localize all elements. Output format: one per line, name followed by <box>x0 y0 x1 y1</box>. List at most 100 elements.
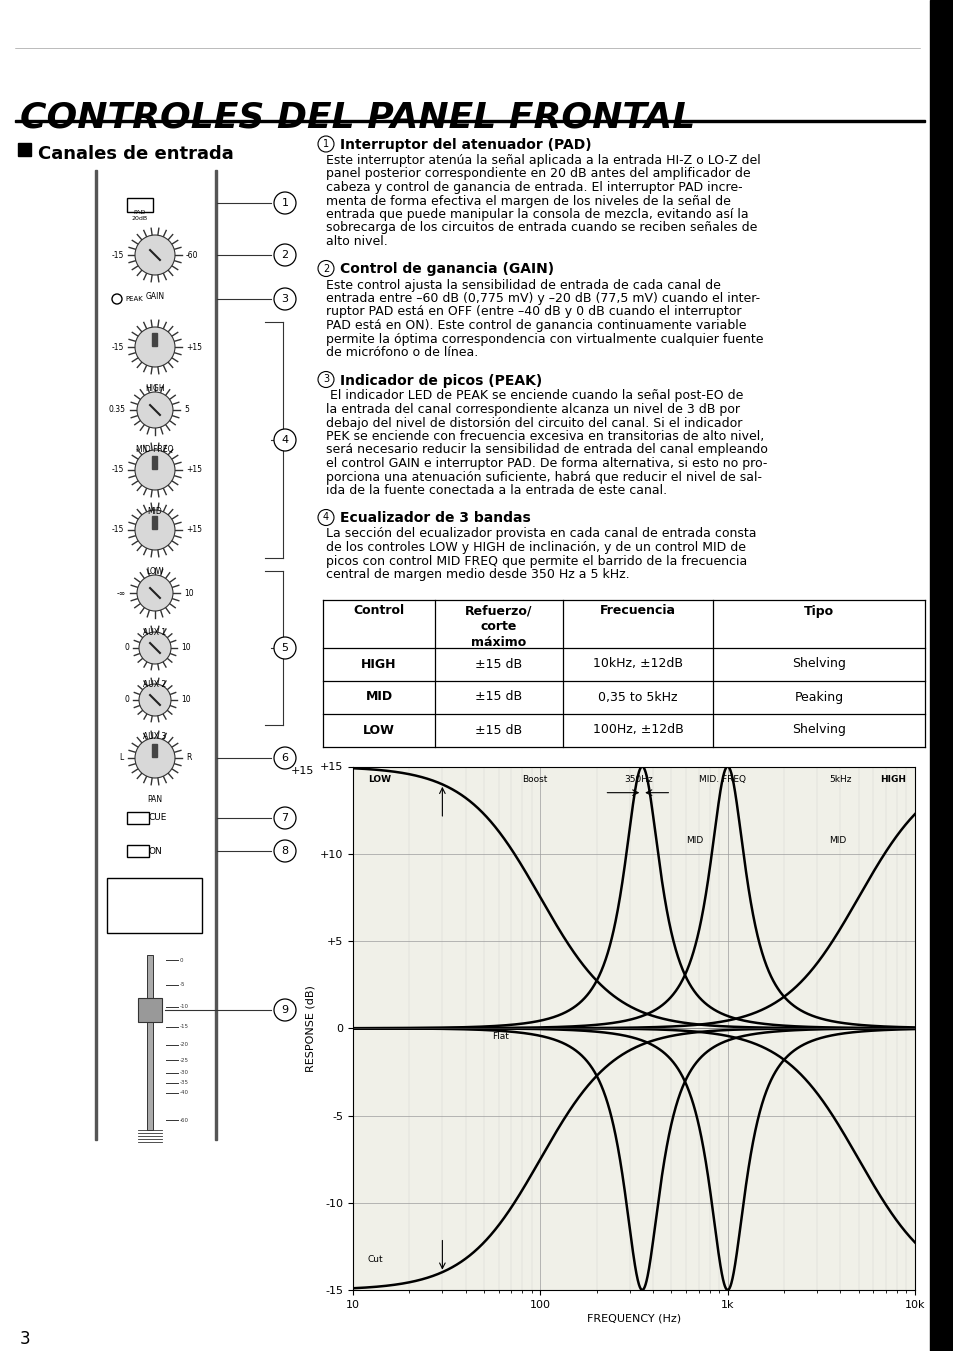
Text: +15: +15 <box>186 526 202 535</box>
Text: ±15 dB: ±15 dB <box>475 690 522 704</box>
Text: Peaking: Peaking <box>794 690 842 704</box>
Text: 9: 9 <box>281 1005 288 1015</box>
Text: Control: Control <box>353 604 404 617</box>
Text: 5kHz: 5kHz <box>829 775 851 784</box>
Text: -∞: -∞ <box>117 589 126 597</box>
Circle shape <box>274 998 295 1021</box>
Text: permite la óptima correspondencia con virtualmente cualquier fuente: permite la óptima correspondencia con vi… <box>326 332 762 346</box>
Text: Este interruptor atenúa la señal aplicada a la entrada HI-Z o LO-Z del: Este interruptor atenúa la señal aplicad… <box>326 154 760 168</box>
Circle shape <box>274 192 295 213</box>
Text: La sección del ecualizador provista en cada canal de entrada consta: La sección del ecualizador provista en c… <box>326 527 756 540</box>
Circle shape <box>317 136 334 153</box>
Text: 7: 7 <box>281 813 288 823</box>
Circle shape <box>135 327 174 367</box>
Circle shape <box>135 738 174 778</box>
Text: -15: -15 <box>180 1024 189 1029</box>
Text: HIGH: HIGH <box>879 775 905 784</box>
Bar <box>107 878 202 934</box>
Text: -15: -15 <box>112 466 124 474</box>
Text: Cut: Cut <box>368 1255 383 1265</box>
Text: El indicador LED de PEAK se enciende cuando la señal post-EO de: El indicador LED de PEAK se enciende cua… <box>326 389 742 403</box>
Bar <box>18 143 30 155</box>
Text: el control GAIN e interruptor PAD. De forma alternativa, si esto no pro-: el control GAIN e interruptor PAD. De fo… <box>326 457 766 470</box>
Bar <box>138 998 162 1021</box>
Text: 4: 4 <box>281 435 288 444</box>
Text: AUX 1: AUX 1 <box>143 628 167 638</box>
Text: AUX 2: AUX 2 <box>143 680 167 689</box>
Text: -35: -35 <box>180 1081 189 1085</box>
Text: MID FREQ: MID FREQ <box>136 444 173 454</box>
Text: MID: MID <box>148 507 162 516</box>
Text: cabeza y control de ganancia de entrada. El interruptor PAD incre-: cabeza y control de ganancia de entrada.… <box>326 181 741 195</box>
Bar <box>214 170 216 1140</box>
Circle shape <box>274 840 295 862</box>
Text: LOW: LOW <box>146 567 164 576</box>
Bar <box>95 170 97 1140</box>
Text: 0: 0 <box>124 696 129 704</box>
Text: 0.35: 0.35 <box>109 405 126 415</box>
Text: LOW: LOW <box>363 724 395 736</box>
Text: Ecualizador de 3 bandas: Ecualizador de 3 bandas <box>339 512 530 526</box>
Text: sobrecarga de los circuitos de entrada cuando se reciben señales de: sobrecarga de los circuitos de entrada c… <box>326 222 757 235</box>
Bar <box>127 844 149 857</box>
Text: 10: 10 <box>181 643 191 653</box>
Text: Interruptor del atenuador (PAD): Interruptor del atenuador (PAD) <box>339 138 591 153</box>
Text: MID: MID <box>365 690 392 704</box>
Bar <box>127 199 152 212</box>
Text: ruptor PAD está en OFF (entre –40 dB y 0 dB cuando el interruptor: ruptor PAD está en OFF (entre –40 dB y 0… <box>326 305 740 319</box>
Text: -15: -15 <box>112 343 124 351</box>
Text: CUE: CUE <box>149 813 167 823</box>
Text: será necesario reducir la sensibilidad de entrada del canal empleando: será necesario reducir la sensibilidad d… <box>326 443 767 457</box>
Text: MID. FREQ: MID. FREQ <box>698 775 745 784</box>
Text: PAD
20dB: PAD 20dB <box>132 209 148 220</box>
Text: 10kHz, ±12dB: 10kHz, ±12dB <box>593 658 682 670</box>
Text: ida de la fuente conectada a la entrada de este canal.: ida de la fuente conectada a la entrada … <box>326 484 666 497</box>
Text: ±15 dB: ±15 dB <box>475 658 522 670</box>
Circle shape <box>112 295 122 304</box>
Text: porciona una atenuación suficiente, habrá que reducir el nivel de sal-: porciona una atenuación suficiente, habr… <box>326 470 761 484</box>
Circle shape <box>274 638 295 659</box>
Circle shape <box>317 509 334 526</box>
Text: debajo del nivel de distorsión del circuito del canal. Si el indicador: debajo del nivel de distorsión del circu… <box>326 416 741 430</box>
Circle shape <box>135 509 174 550</box>
Bar <box>929 0 953 1351</box>
Text: -25: -25 <box>180 1058 189 1062</box>
Text: entrada que puede manipular la consola de mezcla, evitando así la: entrada que puede manipular la consola d… <box>326 208 748 222</box>
Bar <box>152 516 157 530</box>
Text: Shelving: Shelving <box>791 724 845 736</box>
Circle shape <box>135 450 174 490</box>
Text: LOW: LOW <box>368 775 391 784</box>
Circle shape <box>139 684 171 716</box>
Text: L: L <box>120 754 124 762</box>
Text: -20: -20 <box>180 1043 189 1047</box>
Text: 1: 1 <box>281 199 288 208</box>
Text: 350Hz: 350Hz <box>623 775 652 784</box>
Text: -10: -10 <box>180 1005 189 1009</box>
Text: -5: -5 <box>180 982 185 988</box>
X-axis label: FREQUENCY (Hz): FREQUENCY (Hz) <box>586 1315 680 1324</box>
Bar <box>15 119 924 122</box>
Text: 0,35 to 5kHz: 0,35 to 5kHz <box>598 690 677 704</box>
Text: +15: +15 <box>186 343 202 351</box>
Text: Tipo: Tipo <box>803 604 833 617</box>
Text: ON: ON <box>149 847 163 855</box>
Text: -15: -15 <box>112 526 124 535</box>
Text: R: R <box>186 754 192 762</box>
Text: ±15 dB: ±15 dB <box>475 724 522 736</box>
Circle shape <box>274 807 295 830</box>
Text: 8: 8 <box>281 846 288 857</box>
Bar <box>152 457 157 469</box>
Text: CONTROLES DEL PANEL FRONTAL: CONTROLES DEL PANEL FRONTAL <box>20 100 695 134</box>
Text: 10: 10 <box>181 696 191 704</box>
Text: central de margen medio desde 350 Hz a 5 kHz.: central de margen medio desde 350 Hz a 5… <box>326 567 629 581</box>
Text: Refuerzo/
corte
máximo: Refuerzo/ corte máximo <box>465 604 532 650</box>
Bar <box>152 744 157 757</box>
Text: +15: +15 <box>290 766 314 777</box>
Text: 10: 10 <box>184 589 193 597</box>
Text: -30: -30 <box>180 1070 189 1075</box>
Y-axis label: RESPONSE (dB): RESPONSE (dB) <box>305 985 315 1071</box>
Bar <box>152 332 157 346</box>
Text: 6: 6 <box>281 753 288 763</box>
Text: Canales de entrada: Canales de entrada <box>38 145 233 163</box>
Text: 0: 0 <box>180 958 183 962</box>
